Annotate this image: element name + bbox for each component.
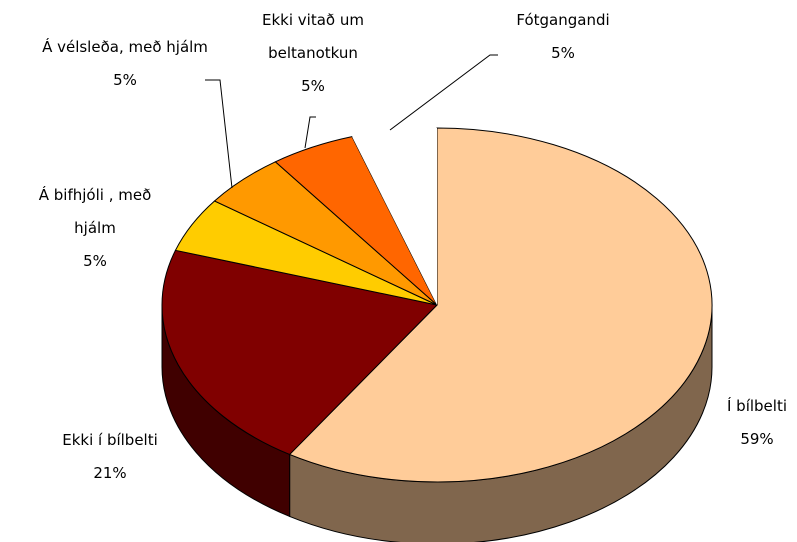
value-label: 5% <box>551 44 575 62</box>
value-label: 5% <box>113 71 137 89</box>
pie-slice <box>352 128 437 305</box>
slice-label: Ekki vitað um beltanotkun 5% <box>243 4 383 103</box>
category-name: Á bifhjóli , með hjálm <box>38 186 152 237</box>
leader-line <box>304 116 316 149</box>
value-label: 59% <box>740 430 774 448</box>
slice-label: Ekki í bílbelti 21% <box>30 424 190 490</box>
category-name: Ekki vitað um beltanotkun <box>262 11 364 62</box>
value-label: 5% <box>83 252 107 270</box>
category-name: Í bílbelti <box>726 397 787 415</box>
pie-slice <box>274 136 438 306</box>
value-label: 5% <box>301 77 325 95</box>
slice-label: Í bílbelti 59% <box>682 390 797 456</box>
pie-slice <box>161 249 438 456</box>
value-label: 21% <box>93 464 127 482</box>
pie-slice <box>288 127 713 483</box>
category-name: Ekki í bílbelti <box>62 431 158 449</box>
slice-label: Á bifhjóli , með hjálm 5% <box>20 179 170 278</box>
category-name: Á vélsleða, með hjálm <box>42 38 208 56</box>
leader-line <box>389 54 498 131</box>
slice-label: Á vélsleða, með hjálm 5% <box>40 31 210 97</box>
leader-line <box>205 79 233 189</box>
category-name: Fótgangandi <box>516 11 610 29</box>
slice-label: Fótgangandi 5% <box>493 4 633 70</box>
